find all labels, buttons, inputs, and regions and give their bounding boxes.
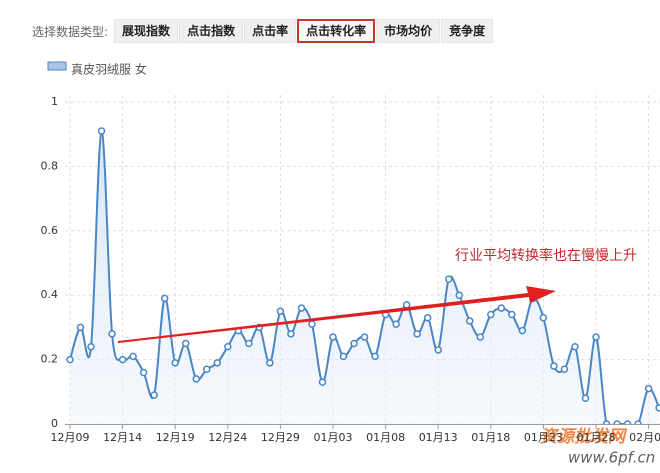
y-tick-label: 0.2: [41, 353, 59, 366]
point: [203, 365, 211, 374]
x-tick-label: 12月24: [208, 431, 247, 444]
point: [476, 333, 485, 341]
x-tick-label: 01月18: [471, 431, 510, 444]
point: [297, 304, 306, 312]
point: [108, 330, 116, 338]
x-tick-label: 12月09: [51, 431, 90, 444]
x-tick-label: 12月29: [261, 431, 300, 444]
point: [245, 339, 253, 348]
point: [581, 394, 590, 402]
point: [160, 294, 169, 303]
point: [66, 355, 74, 364]
point: [118, 355, 127, 364]
grid: [65, 95, 660, 425]
point: [308, 320, 316, 328]
point: [276, 307, 285, 316]
point: [402, 301, 411, 309]
tab[interactable]: 点击转化率: [297, 19, 376, 43]
point: [87, 342, 95, 351]
x-tick-label: 02月02: [629, 431, 660, 444]
point: [360, 333, 369, 341]
toolbar-label: 选择数据类型:: [32, 24, 109, 39]
point: [434, 346, 442, 354]
point: [444, 275, 453, 283]
point: [76, 323, 85, 332]
tab[interactable]: 点击率: [244, 19, 297, 43]
point: [171, 359, 179, 367]
tab[interactable]: 竞争度: [441, 19, 494, 43]
watermark-text: 资源批发网: [540, 427, 628, 447]
point: [487, 310, 495, 319]
point: [329, 333, 337, 341]
point: [371, 352, 379, 361]
point: [213, 359, 222, 367]
point: [571, 342, 579, 351]
x-tick-label: 01月13: [419, 431, 458, 444]
point: [318, 378, 327, 386]
annotation: 行业平均转换率也在慢慢上升: [455, 247, 637, 264]
x-tick-label: 12月14: [103, 431, 142, 444]
point: [129, 352, 137, 361]
watermark-url: www.6pf.cn: [568, 449, 655, 467]
point: [139, 368, 148, 377]
point: [455, 291, 463, 299]
x-tick-label: 01月08: [366, 431, 405, 444]
point: [497, 304, 506, 312]
legend-label: 真皮羽绒服 女: [71, 62, 147, 77]
point: [224, 342, 232, 351]
point: [392, 320, 400, 328]
plot: [66, 127, 660, 425]
point: [266, 359, 274, 367]
tab[interactable]: 点击指数: [179, 19, 244, 43]
point: [413, 330, 421, 338]
legend-swatch: [47, 61, 67, 71]
x-tick-label: 01月28: [577, 431, 616, 444]
x-tick-label: 01月03: [314, 431, 353, 444]
y-tick-label: 0.8: [41, 159, 59, 172]
point: [287, 330, 295, 338]
point: [423, 313, 432, 322]
trend-arrow: [118, 286, 556, 343]
point: [592, 333, 600, 341]
point: [339, 352, 348, 361]
point: [539, 313, 548, 322]
toolbar: 选择数据类型: 展现指数 点击指数 点击率 点击转化率 市场均价 竞争度: [32, 19, 494, 43]
point: [508, 310, 516, 319]
x-tick-label: 01月23: [524, 431, 563, 444]
point: [192, 375, 200, 383]
point: [644, 384, 653, 393]
point: [350, 339, 358, 348]
point: [518, 326, 527, 335]
y-tick-label: 0: [51, 417, 58, 430]
tab[interactable]: 市场均价: [376, 19, 441, 43]
point: [97, 127, 106, 135]
point: [655, 404, 660, 412]
area: [70, 130, 660, 425]
y-tick-label: 0.4: [41, 288, 59, 301]
point: [550, 362, 558, 370]
tab[interactable]: 展现指数: [114, 19, 179, 43]
point: [181, 339, 190, 348]
point: [150, 391, 158, 399]
point: [466, 317, 474, 325]
y-tick-label: 1: [51, 95, 58, 108]
y-tick-label: 0.6: [41, 224, 59, 237]
point: [560, 365, 569, 374]
x-tick-label: 12月19: [156, 431, 195, 444]
